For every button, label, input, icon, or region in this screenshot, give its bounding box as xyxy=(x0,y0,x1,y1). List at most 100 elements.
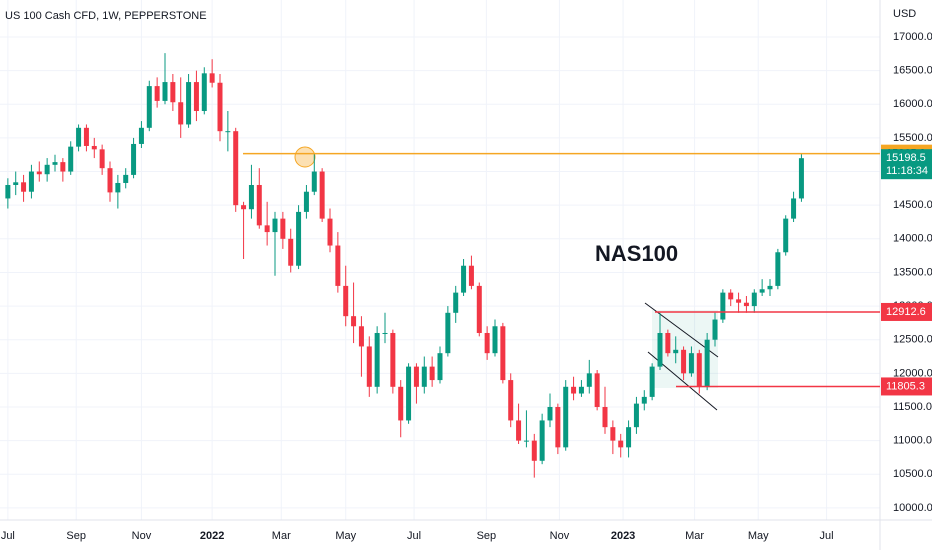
candle-body xyxy=(366,346,372,387)
candle-body xyxy=(343,285,349,317)
candle-body xyxy=(233,131,239,206)
candle-body xyxy=(413,366,419,387)
candle-body xyxy=(44,164,50,175)
candle-body xyxy=(492,326,498,354)
candle-body xyxy=(429,366,435,381)
candle-body xyxy=(296,211,302,266)
candle-body xyxy=(468,265,474,286)
candle-body xyxy=(327,218,333,246)
candle-body xyxy=(115,182,121,193)
candle-body xyxy=(319,171,325,219)
level-label: 11805.3 xyxy=(886,380,925,392)
candle-body xyxy=(351,316,357,327)
candle-body xyxy=(131,143,137,175)
candle-body xyxy=(476,285,482,333)
candle-body xyxy=(421,366,427,387)
candle-body xyxy=(484,332,490,354)
candle-body xyxy=(288,238,294,266)
candle-body xyxy=(696,353,702,387)
x-tick-label: 2023 xyxy=(611,530,635,542)
y-tick-label: 14000.0 xyxy=(893,233,932,245)
highlight-circle xyxy=(294,146,316,168)
x-tick-label: Sep xyxy=(66,530,86,542)
y-tick-label: 10500.0 xyxy=(893,468,932,480)
x-tick-label: 2022 xyxy=(200,530,224,542)
candle-body xyxy=(594,373,600,407)
candle-body xyxy=(751,292,757,307)
x-tick-label: Jul xyxy=(1,530,15,542)
candle-body xyxy=(602,406,608,428)
candle-body xyxy=(311,171,317,192)
y-tick-label: 11500.0 xyxy=(893,401,932,413)
candle-body xyxy=(563,386,569,448)
last-price: 15198.5 xyxy=(886,152,926,164)
y-tick-label: 15500.0 xyxy=(893,132,932,144)
candle-body xyxy=(712,319,718,340)
candle-body xyxy=(798,158,804,199)
y-tick-label: 10000.0 xyxy=(893,502,932,514)
candle-body xyxy=(736,299,742,303)
candle-body xyxy=(704,339,710,387)
candle-body xyxy=(633,403,639,428)
candle-body xyxy=(720,292,726,320)
candle-body xyxy=(193,82,199,111)
y-tick-label: 12500.0 xyxy=(893,334,932,346)
y-tick-label: 17000.0 xyxy=(893,31,932,43)
candle-body xyxy=(531,440,537,461)
candle-body xyxy=(539,420,545,461)
x-tick-label: Nov xyxy=(132,530,152,542)
candle-body xyxy=(445,312,451,354)
candle-body xyxy=(775,252,781,286)
candle-body xyxy=(382,332,388,334)
candle-body xyxy=(13,182,19,185)
candle-body xyxy=(390,332,396,387)
candle-body xyxy=(555,406,561,448)
candle-body xyxy=(146,86,152,128)
candle-body xyxy=(398,386,404,421)
candle-body xyxy=(170,82,176,103)
candle-body xyxy=(571,386,577,394)
candle-body xyxy=(178,102,184,125)
candle-body xyxy=(610,427,616,441)
candle-body xyxy=(5,184,11,199)
candle-body xyxy=(76,127,82,147)
x-tick-label: Nov xyxy=(550,530,570,542)
y-tick-label: 14500.0 xyxy=(893,199,932,211)
candle-body xyxy=(162,82,168,101)
candle-body xyxy=(688,353,694,374)
candle-body xyxy=(358,326,364,347)
y-tick-label: 11000.0 xyxy=(893,435,932,447)
y-tick-label: 16000.0 xyxy=(893,98,932,110)
countdown: 11:18:34 xyxy=(886,165,928,177)
candle-body xyxy=(626,427,632,448)
candle-body xyxy=(154,86,160,101)
candle-body xyxy=(500,326,506,381)
candle-body xyxy=(335,245,341,286)
candle-body xyxy=(641,396,647,404)
candle-body xyxy=(743,302,749,307)
candle-body xyxy=(52,162,58,165)
candle-body xyxy=(91,145,97,150)
candle-body xyxy=(791,198,797,219)
x-tick-label: May xyxy=(748,530,769,542)
candle-body xyxy=(657,332,663,367)
candle-body xyxy=(225,131,231,133)
candle-body xyxy=(374,332,380,387)
candle-body xyxy=(461,265,467,293)
candle-body xyxy=(107,168,113,193)
level-tag xyxy=(881,302,932,321)
candle-body xyxy=(138,127,144,144)
candle-body xyxy=(665,332,671,354)
candle-body xyxy=(618,440,624,448)
candle-body xyxy=(523,440,529,442)
candle-body xyxy=(123,174,129,183)
candle-body xyxy=(759,289,765,293)
y-tick-label: 13500.0 xyxy=(893,266,932,278)
candle-body xyxy=(586,373,592,387)
candle-body xyxy=(83,127,89,146)
candle-body xyxy=(217,82,223,132)
candle-body xyxy=(649,366,655,397)
annotation: NAS100 xyxy=(595,241,678,266)
candle-body xyxy=(60,162,66,172)
candle-body xyxy=(264,225,270,233)
